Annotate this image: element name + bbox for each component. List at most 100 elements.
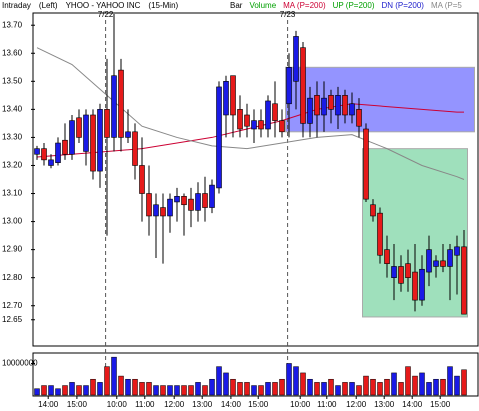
volume-bar bbox=[293, 366, 299, 396]
y-tick-label: 12.90 bbox=[2, 245, 23, 254]
volume-bar bbox=[342, 382, 348, 396]
y-tick-label: 13.60 bbox=[2, 48, 23, 57]
volume-bar bbox=[272, 382, 278, 396]
candle-body bbox=[433, 260, 439, 267]
header-text: (15-Min) bbox=[148, 1, 178, 10]
candle-body bbox=[230, 75, 236, 116]
candle-body bbox=[160, 207, 166, 217]
x-tick-label: 13:00 bbox=[192, 400, 213, 409]
candle-body bbox=[328, 95, 334, 110]
x-tick-label: 12:00 bbox=[164, 400, 185, 409]
volume-bar bbox=[202, 385, 208, 396]
volume-bar bbox=[370, 378, 376, 396]
volume-bar bbox=[405, 366, 411, 396]
candle-body bbox=[321, 97, 327, 116]
volume-bar bbox=[76, 385, 82, 396]
volume-bar bbox=[328, 378, 334, 396]
volume-bar bbox=[237, 382, 243, 396]
candle-body bbox=[209, 184, 215, 208]
candle-body bbox=[412, 271, 418, 301]
candle-body bbox=[153, 204, 159, 217]
legend-entry: DN (P=200) bbox=[381, 1, 424, 10]
header-text: (Left) bbox=[39, 1, 58, 10]
candle-body bbox=[356, 109, 362, 127]
candle-body bbox=[426, 249, 432, 273]
candle-body bbox=[384, 249, 390, 264]
x-tick-label: 14:00 bbox=[38, 400, 59, 409]
x-tick-label: 11:00 bbox=[135, 400, 155, 409]
candle-body bbox=[34, 148, 40, 155]
candle-body bbox=[370, 204, 376, 217]
candle-body bbox=[62, 139, 68, 155]
candle-body bbox=[279, 120, 285, 133]
x-tick-label: 14:00 bbox=[402, 400, 423, 409]
candle-body bbox=[286, 66, 292, 105]
candle-body bbox=[174, 196, 180, 203]
volume-bar bbox=[384, 378, 390, 396]
date-label: 7/22 bbox=[98, 10, 114, 19]
volume-bar bbox=[160, 385, 166, 396]
volume-bar bbox=[97, 382, 103, 396]
volume-bar bbox=[132, 378, 138, 396]
volume-bar bbox=[377, 382, 383, 396]
candle-body bbox=[48, 159, 54, 166]
candle-body bbox=[146, 193, 152, 217]
y-tick-label: 13.20 bbox=[2, 161, 23, 170]
y-tick-label: 12.80 bbox=[2, 273, 23, 282]
candle-body bbox=[314, 95, 320, 116]
y-tick-label: 13.30 bbox=[2, 133, 23, 142]
volume-bar bbox=[69, 382, 75, 396]
price-frame bbox=[32, 12, 479, 347]
volume-bar bbox=[321, 382, 327, 396]
volume-bar bbox=[265, 382, 271, 396]
volume-bar bbox=[223, 372, 229, 396]
candle-body bbox=[363, 128, 369, 200]
volume-bar bbox=[363, 375, 369, 396]
legend-entry: MA (P=200) bbox=[283, 1, 326, 10]
volume-bar bbox=[153, 385, 159, 396]
header-text: Intraday bbox=[2, 1, 31, 10]
volume-bar bbox=[356, 385, 362, 396]
x-tick-label: 12:00 bbox=[346, 400, 367, 409]
header-text: YHOO - YAHOO INC bbox=[66, 1, 141, 10]
volume-bar bbox=[391, 372, 397, 396]
volume-bar bbox=[286, 363, 292, 396]
candle-body bbox=[335, 95, 341, 116]
candle-body bbox=[244, 114, 250, 127]
volume-bar bbox=[111, 356, 117, 396]
candle-body bbox=[139, 165, 145, 194]
price-band bbox=[285, 66, 475, 133]
candle-body bbox=[223, 81, 229, 116]
x-tick-label: 10:00 bbox=[290, 400, 311, 409]
candle-body bbox=[90, 114, 96, 172]
y-tick-label: 13.40 bbox=[2, 104, 23, 113]
volume-bar bbox=[426, 382, 432, 396]
candle-body bbox=[195, 193, 201, 211]
x-tick-label: 13:00 bbox=[374, 400, 395, 409]
candle-body bbox=[104, 109, 110, 138]
legend-entry: MA (P=5 bbox=[431, 1, 462, 10]
x-tick-label: 15:00 bbox=[430, 400, 451, 409]
date-label: 7/23 bbox=[280, 10, 296, 19]
candle-body bbox=[188, 198, 194, 211]
x-tick-label: 15:00 bbox=[67, 400, 88, 409]
volume-bar bbox=[55, 388, 61, 396]
candle-body bbox=[167, 198, 173, 217]
x-tick-label: 10:00 bbox=[107, 400, 128, 409]
volume-bar bbox=[216, 366, 222, 396]
volume-bar bbox=[461, 369, 467, 396]
volume-bar bbox=[62, 385, 68, 396]
candle-body bbox=[265, 100, 271, 130]
candle-body bbox=[405, 263, 411, 278]
volume-bar bbox=[188, 385, 194, 396]
candle-body bbox=[447, 249, 453, 267]
volume-bar bbox=[244, 382, 250, 396]
candle-body bbox=[118, 69, 124, 138]
volume-bar bbox=[454, 375, 460, 396]
volume-bar bbox=[258, 385, 264, 396]
y-tick-label: 13.70 bbox=[2, 20, 23, 29]
y-tick-label: 13.50 bbox=[2, 76, 23, 85]
candle-body bbox=[111, 75, 117, 138]
y-tick-label: 13.00 bbox=[2, 217, 23, 226]
